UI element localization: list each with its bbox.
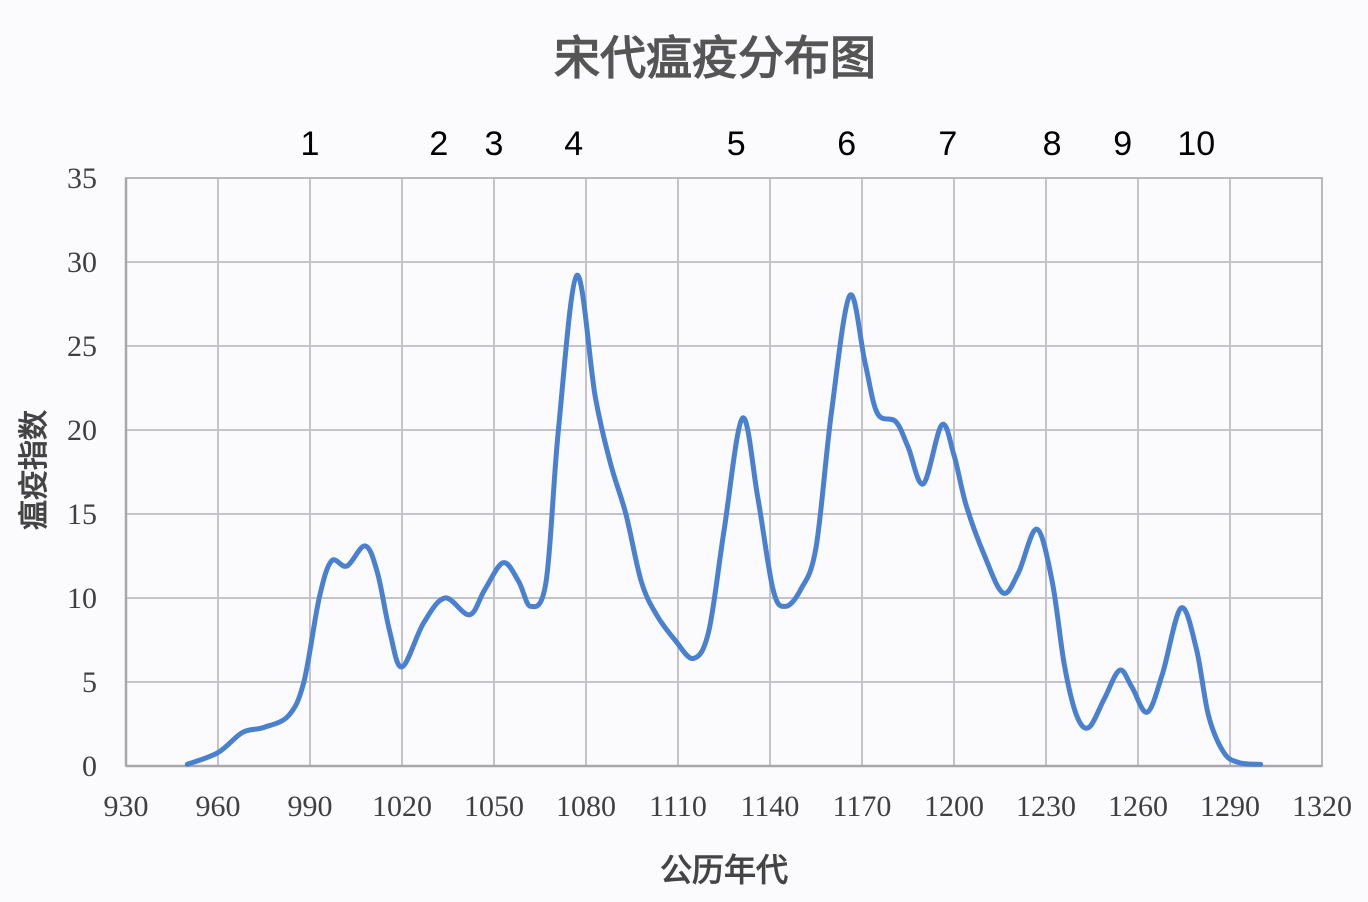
y-tick-label: 15 bbox=[67, 498, 97, 531]
x-tick-label: 1110 bbox=[649, 790, 707, 823]
y-axis-ticks: 0 5 10 15 20 25 30 35 bbox=[67, 162, 97, 783]
chart-title: 宋代瘟疫分布图 bbox=[554, 31, 876, 85]
x-tick-label: 1260 bbox=[1108, 790, 1168, 823]
x-axis-ticks: 930 960 990 1020 1050 1080 1110 1140 1170 1200 123… bbox=[104, 790, 1353, 823]
y-tick-label: 35 bbox=[67, 162, 97, 195]
x-tick-label: 1230 bbox=[1016, 790, 1076, 823]
y-tick-label: 25 bbox=[67, 330, 97, 363]
y-tick-label: 20 bbox=[67, 414, 97, 447]
period-marker: 10 bbox=[1177, 125, 1215, 163]
x-tick-label: 1020 bbox=[372, 790, 432, 823]
x-tick-label: 1140 bbox=[741, 790, 800, 823]
x-tick-label: 1080 bbox=[556, 790, 616, 823]
x-tick-label: 1200 bbox=[924, 790, 984, 823]
x-tick-label: 1170 bbox=[833, 790, 892, 823]
x-tick-label: 930 bbox=[104, 790, 149, 823]
period-marker: 1 bbox=[301, 125, 320, 163]
period-marker: 4 bbox=[564, 125, 583, 163]
y-axis-title: 瘟疫指数 bbox=[17, 409, 52, 530]
x-tick-label: 960 bbox=[196, 790, 241, 823]
x-tick-label: 990 bbox=[288, 790, 333, 823]
y-tick-label: 5 bbox=[82, 666, 97, 699]
y-tick-label: 30 bbox=[67, 246, 97, 279]
period-marker: 3 bbox=[485, 125, 504, 163]
period-marker: 9 bbox=[1113, 125, 1132, 163]
x-axis-title: 公历年代 bbox=[660, 851, 788, 889]
period-marker: 5 bbox=[727, 125, 746, 163]
x-tick-label: 1320 bbox=[1292, 790, 1352, 823]
x-tick-label: 1290 bbox=[1200, 790, 1260, 823]
y-tick-label: 10 bbox=[67, 582, 97, 615]
period-marker: 7 bbox=[938, 125, 957, 163]
period-marker: 8 bbox=[1043, 125, 1062, 163]
period-marker: 6 bbox=[837, 125, 856, 163]
period-markers: 1 2 3 4 5 6 7 8 9 10 bbox=[301, 125, 1216, 163]
y-tick-label: 0 bbox=[82, 750, 97, 783]
plague-index-line bbox=[184, 272, 1264, 767]
period-marker: 2 bbox=[429, 125, 448, 163]
x-tick-label: 1050 bbox=[464, 790, 524, 823]
